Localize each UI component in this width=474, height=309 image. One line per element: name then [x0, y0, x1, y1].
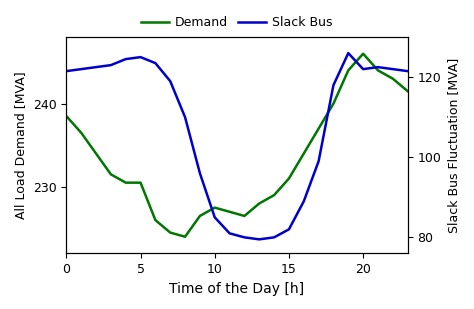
Legend: Demand, Slack Bus: Demand, Slack Bus: [137, 11, 337, 34]
Demand: [242, 214, 247, 218]
Slack Bus: [138, 55, 144, 59]
Slack Bus: [256, 238, 262, 241]
Slack Bus: [375, 65, 381, 69]
Slack Bus: [271, 235, 277, 239]
Slack Bus: [153, 61, 158, 65]
X-axis label: Time of the Day [h]: Time of the Day [h]: [169, 282, 305, 296]
Slack Bus: [64, 69, 69, 73]
Demand: [197, 214, 203, 218]
Y-axis label: All Load Demand [MVA]: All Load Demand [MVA]: [14, 71, 27, 219]
Slack Bus: [346, 51, 351, 55]
Slack Bus: [78, 67, 84, 71]
Demand: [153, 218, 158, 222]
Slack Bus: [212, 215, 218, 219]
Demand: [64, 114, 69, 118]
Slack Bus: [167, 79, 173, 83]
Slack Bus: [242, 235, 247, 239]
Slack Bus: [316, 159, 321, 163]
Demand: [123, 181, 128, 184]
Demand: [78, 131, 84, 135]
Demand: [405, 89, 410, 93]
Demand: [256, 201, 262, 205]
Demand: [330, 102, 336, 105]
Demand: [286, 177, 292, 180]
Demand: [390, 77, 396, 81]
Demand: [212, 206, 218, 210]
Slack Bus: [330, 83, 336, 87]
Slack Bus: [108, 63, 114, 67]
Slack Bus: [405, 69, 410, 73]
Slack Bus: [286, 227, 292, 231]
Demand: [93, 152, 99, 155]
Slack Bus: [197, 171, 203, 175]
Slack Bus: [301, 199, 307, 203]
Demand: [360, 52, 366, 56]
Slack Bus: [390, 67, 396, 71]
Demand: [182, 235, 188, 239]
Slack Bus: [360, 67, 366, 71]
Slack Bus: [123, 57, 128, 61]
Demand: [375, 69, 381, 72]
Line: Demand: Demand: [66, 54, 408, 237]
Line: Slack Bus: Slack Bus: [66, 53, 408, 239]
Demand: [301, 152, 307, 155]
Demand: [227, 210, 232, 214]
Slack Bus: [93, 65, 99, 69]
Y-axis label: Slack Bus Fluctuation [MVA]: Slack Bus Fluctuation [MVA]: [447, 57, 460, 233]
Demand: [138, 181, 144, 184]
Slack Bus: [227, 231, 232, 235]
Demand: [167, 231, 173, 235]
Demand: [271, 193, 277, 197]
Slack Bus: [182, 115, 188, 119]
Demand: [346, 69, 351, 72]
Demand: [108, 172, 114, 176]
Demand: [316, 127, 321, 130]
